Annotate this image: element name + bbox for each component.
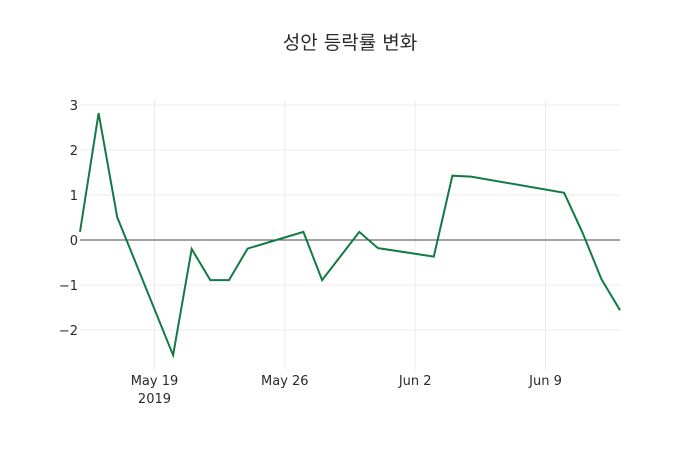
- y-tick-label: −2: [59, 324, 78, 339]
- x-tick-year: 2019: [138, 392, 171, 407]
- gridlines: [80, 100, 620, 370]
- y-tick-label: 3: [70, 99, 78, 114]
- x-axis-labels: May 19 2019 May 26 Jun 2 Jun 9: [131, 374, 562, 407]
- series-line: [79, 112, 621, 359]
- y-tick-label: 1: [70, 189, 78, 204]
- chart-title: 성안 등락률 변화: [282, 32, 418, 54]
- x-tick-label: Jun 9: [528, 374, 562, 389]
- y-axis-labels: 3 2 1 0 −1 −2: [59, 99, 78, 339]
- y-tick-label: 0: [70, 234, 78, 249]
- x-tick-label: May 26: [261, 374, 309, 389]
- y-tick-label: −1: [59, 279, 78, 294]
- y-tick-label: 2: [70, 144, 78, 159]
- x-tick-label: May 19: [131, 374, 179, 389]
- x-tick-label: Jun 2: [398, 374, 432, 389]
